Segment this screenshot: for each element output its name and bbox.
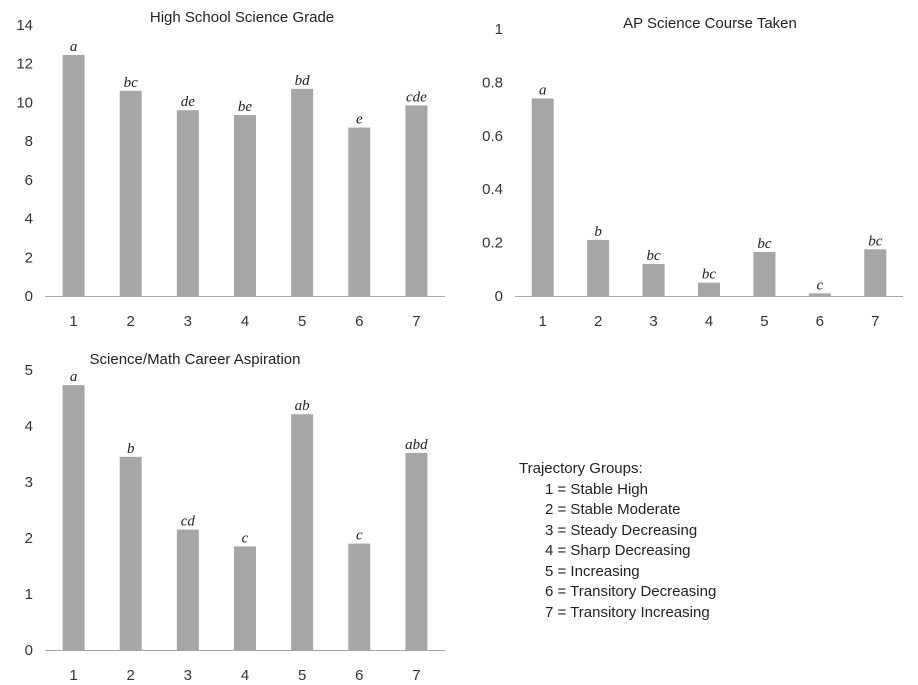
data-label: bd (295, 73, 311, 89)
x-tick-label: 3 (649, 313, 657, 330)
data-label: a (70, 369, 78, 385)
bar (405, 452, 428, 650)
bar (642, 263, 665, 296)
bar (698, 282, 720, 296)
x-tick-label: 6 (816, 313, 824, 330)
bar (348, 127, 371, 296)
legend-item: 3 = Steady Decreasing (545, 521, 698, 539)
legend-item: 5 = Increasing (545, 562, 640, 580)
data-label: cde (406, 89, 427, 105)
data-label: bc (124, 75, 139, 91)
data-label: abd (405, 437, 428, 453)
x-tick-label: 5 (298, 313, 306, 330)
legend-item: 6 = Transitory Decreasing (545, 583, 717, 600)
y-tick-label: 8 (25, 133, 33, 150)
chart-career: Science/Math Career Aspiration 0 1 2 3 4 5 a 1 b 2… (25, 351, 445, 684)
chart-title: Science/Math Career Aspiration (90, 351, 301, 368)
legend-item: 1 = Stable High (545, 480, 648, 498)
data-label: a (70, 39, 78, 55)
data-label: bc (757, 236, 772, 252)
y-tick-label: 1 (495, 21, 503, 38)
bar (119, 90, 142, 296)
x-tick-label: 3 (184, 313, 192, 330)
bar (119, 456, 142, 650)
y-tick-label: 2 (25, 530, 33, 547)
x-tick-label: 1 (69, 667, 77, 684)
bar (176, 110, 199, 297)
bar (808, 293, 831, 296)
y-tick-label: 3 (25, 474, 33, 491)
y-tick-label: 10 (16, 94, 33, 111)
y-tick-label: 0.2 (482, 235, 503, 252)
bar (348, 543, 371, 650)
data-label: bc (702, 267, 717, 283)
bar (753, 251, 776, 296)
x-tick-label: 2 (127, 667, 135, 684)
y-tick-label: 14 (16, 17, 33, 34)
data-label: e (356, 112, 363, 128)
bar (176, 529, 199, 650)
data-label: de (181, 94, 196, 110)
bar (531, 98, 554, 296)
y-tick-label: 0.8 (482, 74, 503, 91)
bar (864, 249, 887, 296)
y-tick-label: 1 (25, 586, 33, 603)
chart-title: AP Science Course Taken (623, 15, 797, 32)
y-tick-label: 0.6 (482, 128, 503, 145)
y-tick-label: 0 (495, 288, 503, 305)
x-tick-label: 7 (412, 667, 420, 684)
bar (405, 105, 428, 296)
x-tick-label: 5 (760, 313, 768, 330)
bar (62, 385, 85, 650)
data-label: bc (868, 233, 883, 249)
bar (62, 55, 85, 296)
legend: Trajectory Groups: 1 = Stable High 2 = St… (519, 459, 716, 623)
x-tick-label: 7 (871, 313, 879, 330)
chart-hs-grade: High School Science Grade 0 2 4 6 8 10 12 14 a 1 bc… (16, 9, 445, 330)
x-tick-label: 1 (539, 313, 547, 330)
data-label: be (238, 99, 253, 115)
legend-items: 1 = Stable High 2 = Stable Moderate 3 = St… (519, 480, 716, 624)
y-tick-label: 4 (25, 418, 33, 435)
data-label: b (594, 224, 602, 240)
data-label: ab (295, 398, 311, 414)
bar (234, 115, 256, 296)
x-tick-label: 4 (241, 313, 249, 330)
y-tick-label: 2 (25, 249, 33, 266)
y-tick-label: 4 (25, 211, 33, 228)
bar (234, 546, 256, 650)
x-tick-label: 6 (355, 667, 363, 684)
legend-item: 2 = Stable Moderate (545, 501, 681, 518)
x-tick-label: 2 (594, 313, 602, 330)
data-label: c (817, 277, 824, 293)
legend-item: 7 = Transitory Increasing (545, 603, 710, 621)
x-tick-label: 2 (127, 313, 135, 330)
data-label: c (242, 530, 249, 546)
y-tick-label: 0 (25, 642, 33, 659)
y-tick-label: 0 (25, 288, 33, 305)
x-tick-label: 4 (241, 667, 249, 684)
y-tick-label: 0.4 (482, 181, 503, 198)
legend-item: 4 = Sharp Decreasing (545, 542, 691, 559)
y-tick-label: 6 (25, 172, 33, 189)
x-tick-label: 1 (69, 313, 77, 330)
data-label: c (356, 528, 363, 544)
x-tick-label: 7 (412, 313, 420, 330)
bar (291, 88, 314, 296)
data-label: b (127, 441, 135, 457)
data-label: cd (181, 514, 196, 530)
legend-title: Trajectory Groups: (519, 460, 643, 477)
y-tick-label: 5 (25, 362, 33, 379)
x-tick-label: 3 (184, 667, 192, 684)
bar (291, 414, 314, 650)
chart-title: High School Science Grade (150, 9, 334, 26)
x-tick-label: 5 (298, 667, 306, 684)
data-label: bc (646, 248, 661, 264)
x-tick-label: 4 (705, 313, 713, 330)
x-tick-label: 6 (355, 313, 363, 330)
data-label: a (539, 82, 547, 98)
y-tick-label: 12 (16, 56, 33, 73)
chart-ap-course: AP Science Course Taken 0 0.2 0.4 0.6 0.8 1 a 1 b… (482, 15, 903, 330)
bar (587, 239, 610, 296)
